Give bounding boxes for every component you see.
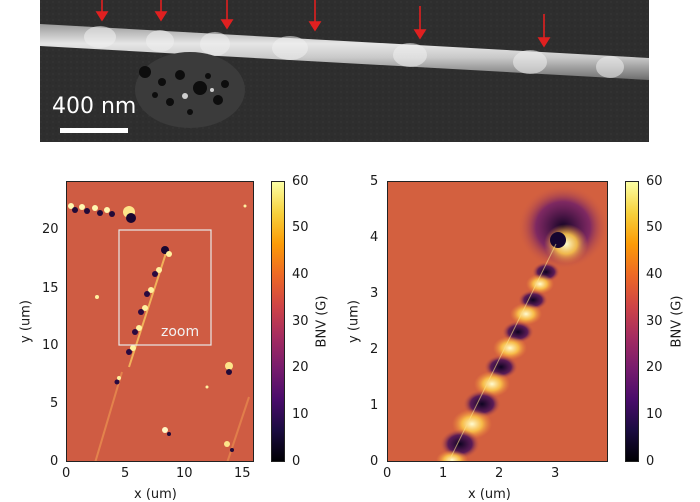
right-heatmap bbox=[387, 181, 608, 462]
right-ytick-0: 0 bbox=[370, 454, 379, 469]
left-cbar-tick-50: 50 bbox=[292, 220, 309, 235]
right-cbar-tick-30: 30 bbox=[646, 314, 663, 329]
right-xlabel: x (um) bbox=[468, 487, 511, 502]
left-colorbar bbox=[271, 181, 285, 462]
left-xtick-0: 0 bbox=[62, 466, 71, 481]
right-cbar-tick-10: 10 bbox=[646, 407, 663, 422]
left-cbar-tick-40: 40 bbox=[292, 267, 309, 282]
arrow-markers bbox=[95, 0, 551, 48]
right-xtick-3: 3 bbox=[551, 466, 560, 481]
right-colorbar bbox=[625, 181, 639, 462]
right-cbar-tick-40: 40 bbox=[646, 267, 663, 282]
left-cbar-tick-10: 10 bbox=[292, 407, 309, 422]
left-ytick-10: 10 bbox=[42, 338, 59, 353]
right-ylabel: y (um) bbox=[346, 300, 362, 343]
left-xtick-15: 15 bbox=[234, 466, 251, 481]
left-heatmap-graphic bbox=[67, 182, 253, 461]
scale-bar bbox=[60, 128, 128, 133]
left-cbar-tick-30: 30 bbox=[292, 314, 309, 329]
right-cbar-tick-60: 60 bbox=[646, 174, 663, 189]
right-ytick-2: 2 bbox=[370, 342, 379, 357]
porous-patch bbox=[135, 52, 245, 128]
left-ylabel: y (um) bbox=[18, 300, 34, 343]
left-ytick-15: 15 bbox=[42, 281, 59, 296]
right-cbar-tick-50: 50 bbox=[646, 220, 663, 235]
right-xtick-1: 1 bbox=[439, 466, 448, 481]
right-cbar-tick-20: 20 bbox=[646, 360, 663, 375]
right-heatmap-graphic bbox=[388, 182, 607, 461]
left-colorbar-label: BNV (G) bbox=[314, 295, 330, 348]
scale-bar-label: 400 nm bbox=[52, 94, 137, 119]
right-ytick-3: 3 bbox=[370, 286, 379, 301]
nanowire bbox=[40, 24, 649, 80]
left-xlabel: x (um) bbox=[134, 487, 177, 502]
left-cbar-tick-20: 20 bbox=[292, 360, 309, 375]
sem-graphic bbox=[40, 0, 649, 142]
left-ytick-20: 20 bbox=[42, 222, 59, 237]
right-cbar-tick-0: 0 bbox=[646, 454, 655, 469]
left-heatmap: zoom bbox=[66, 181, 254, 462]
left-xtick-10: 10 bbox=[176, 466, 193, 481]
right-xtick-0: 0 bbox=[383, 466, 392, 481]
sem-image: 400 nm bbox=[40, 0, 649, 142]
zoom-box bbox=[118, 229, 212, 346]
right-colorbar-label: BNV (G) bbox=[669, 295, 685, 348]
right-ytick-5: 5 bbox=[370, 174, 379, 189]
left-cbar-tick-60: 60 bbox=[292, 174, 309, 189]
left-cbar-tick-0: 0 bbox=[292, 454, 301, 469]
right-xtick-2: 2 bbox=[495, 466, 504, 481]
right-ytick-1: 1 bbox=[370, 398, 379, 413]
left-ytick-0: 0 bbox=[50, 454, 59, 469]
right-ytick-4: 4 bbox=[370, 230, 379, 245]
zoom-label: zoom bbox=[161, 324, 200, 340]
left-xtick-5: 5 bbox=[121, 466, 130, 481]
left-ytick-5: 5 bbox=[50, 396, 59, 411]
